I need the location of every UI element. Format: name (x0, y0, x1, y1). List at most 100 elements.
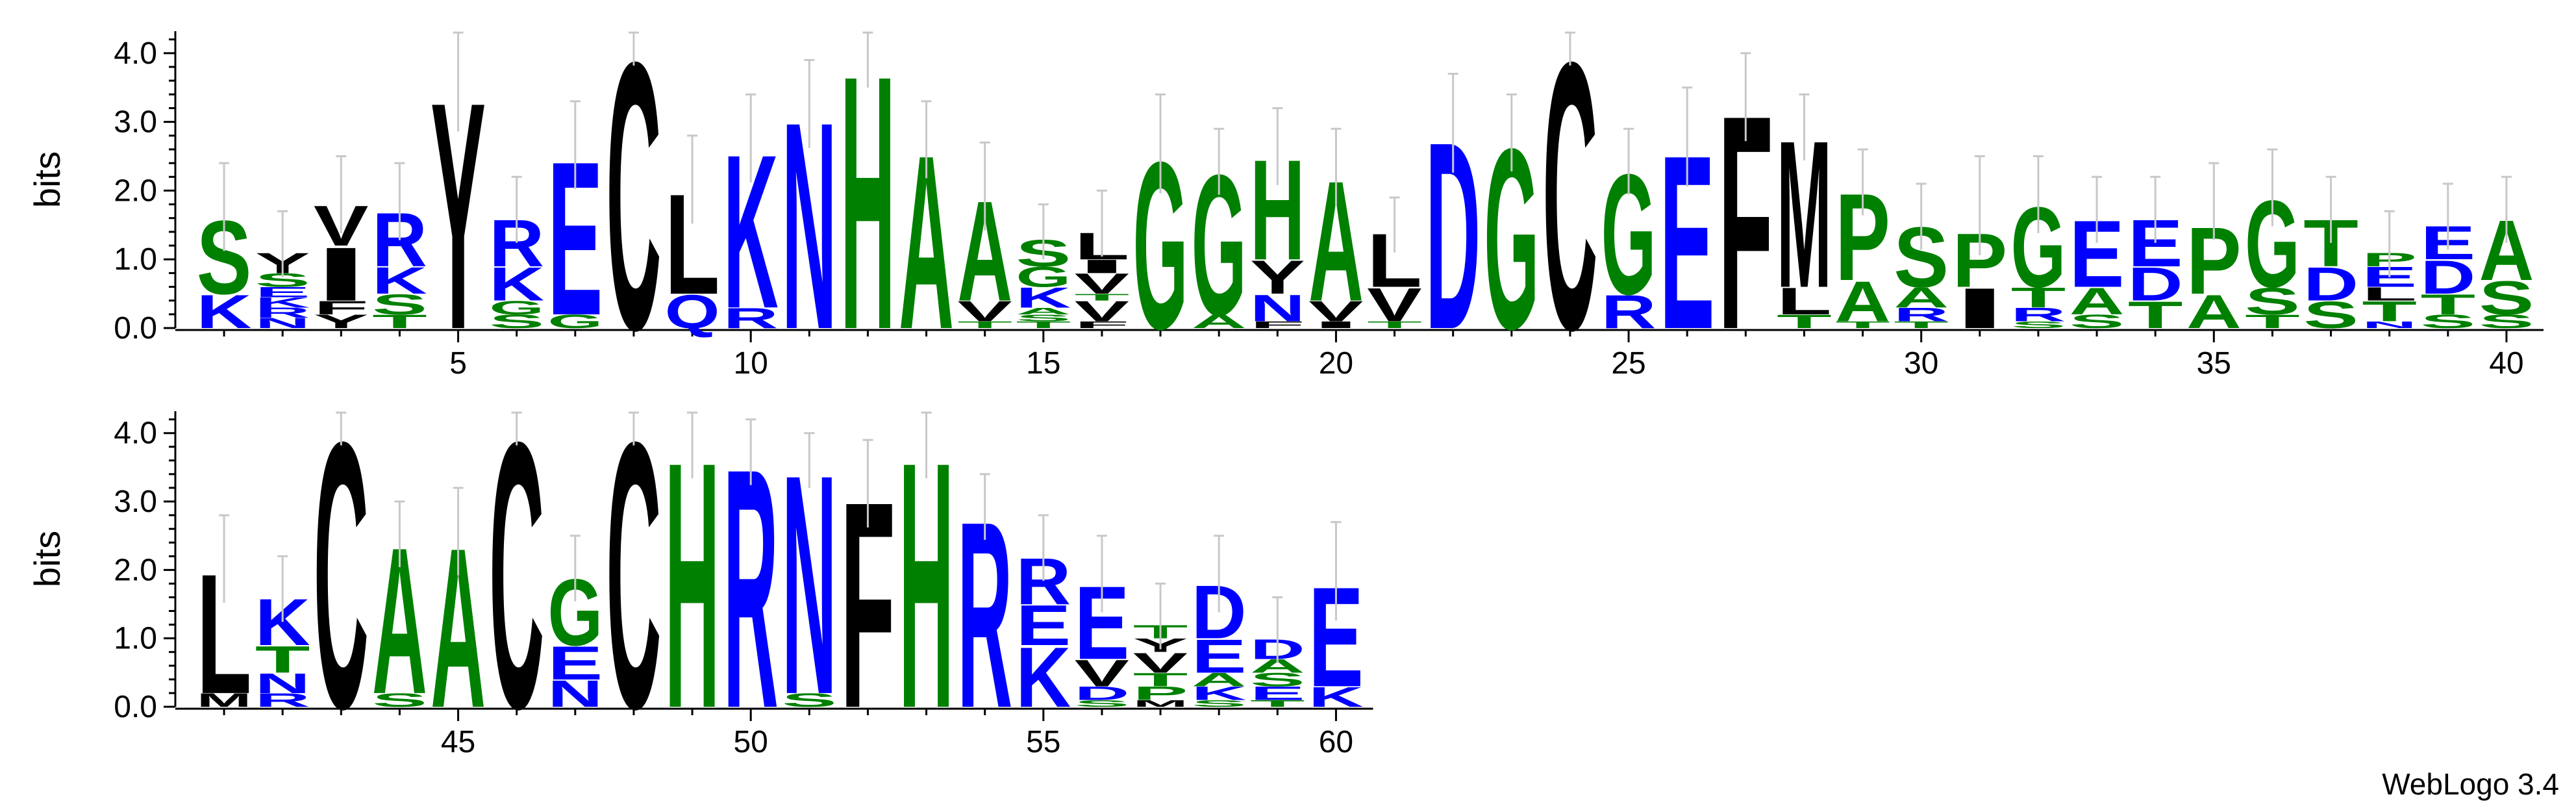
error-bar (687, 411, 698, 479)
y-tick-label: 1.0 (114, 622, 157, 656)
residue-T: T (2362, 296, 2417, 327)
error-bar (1974, 155, 1985, 255)
residue-T: T (2011, 281, 2066, 313)
error-bar (1682, 86, 1693, 187)
error-bar (862, 31, 873, 88)
logo-stack-31: IP (1952, 155, 2007, 340)
error-bar (1038, 203, 1049, 260)
residue-A: A (1192, 311, 1247, 333)
residue-V: V (1075, 652, 1130, 694)
logo-stack-29: TAP (1835, 148, 1890, 333)
residue-G: G (1016, 261, 1071, 293)
residue-V: V (1075, 268, 1129, 300)
y-tick-label: 4.0 (114, 36, 157, 71)
error-bar (511, 411, 522, 446)
logo-stack-21: TVL (1367, 196, 1422, 331)
residue-D: D (2303, 257, 2358, 311)
logo-stack-9: QL (665, 134, 719, 338)
error-bar (1389, 196, 1400, 253)
logo-stack-46: C (489, 364, 544, 788)
logo-stack-43: C (314, 364, 369, 788)
residue-M: M (1133, 698, 1188, 709)
error-bar (1214, 535, 1225, 613)
error-bar (277, 555, 288, 622)
residue-A: A (1016, 305, 1071, 316)
error-bar (745, 418, 757, 485)
error-bar (687, 134, 698, 224)
logo-stack-35: AP (2186, 162, 2242, 338)
logo-stack-11: N (782, 58, 837, 391)
logo-stack-48: C (606, 364, 662, 788)
logo-stack-13: A (899, 100, 954, 381)
error-bar (804, 58, 815, 148)
logo-stack-44: SA (372, 500, 427, 738)
y-axis-label: bits (27, 151, 68, 208)
residue-Y: Y (314, 311, 369, 333)
x-tick-label: 35 (2197, 346, 2231, 381)
error-bar (2208, 162, 2220, 240)
error-bar (453, 31, 464, 132)
error-bar (511, 175, 522, 243)
logo-stack-54: R (957, 466, 1012, 763)
error-bar (1623, 127, 1634, 195)
residue-T: T (2128, 294, 2183, 336)
error-bar (1155, 582, 1166, 650)
error-bar (1214, 127, 1225, 195)
residue-G: G (489, 297, 544, 318)
error-bar (921, 411, 932, 479)
residue-T: T (255, 639, 310, 681)
y-tick-label: 1.0 (114, 242, 157, 277)
logo-stack-14: TVA (957, 141, 1012, 331)
error-bar (628, 31, 639, 66)
residue-S: S (1192, 698, 1247, 709)
logo-stack-60: KE (1308, 521, 1364, 717)
residue-T: T (1075, 292, 1130, 302)
logo-stack-5: Y (431, 31, 486, 398)
logo-stack-18: AG (1192, 127, 1247, 358)
residue-L: L (2362, 283, 2417, 305)
error-bar (1799, 93, 1810, 160)
error-bar (2267, 148, 2278, 227)
error-bar (2325, 175, 2336, 243)
y-tick-label: 2.0 (114, 173, 157, 208)
logo-stack-12: H (840, 1, 895, 405)
logo-stack-7: GE (547, 100, 603, 362)
y-tick-label: 3.0 (114, 485, 157, 519)
residue-Y: Y (1250, 251, 1305, 304)
error-bar (394, 162, 405, 240)
residue-S: S (2303, 294, 2358, 336)
logo-stack-36: TSG (2245, 148, 2300, 332)
y-tick-label: 2.0 (114, 553, 157, 587)
error-bar (1564, 31, 1575, 66)
residue-R: R (255, 305, 310, 321)
residue-I: I (1952, 276, 2007, 340)
residue-K: K (197, 285, 252, 338)
error-bar (2501, 175, 2512, 243)
error-bar (394, 500, 405, 568)
residue-N: N (1250, 286, 1305, 329)
residue-V: V (1075, 296, 1129, 327)
residue-T: T (372, 311, 427, 333)
residue-N: N (255, 667, 310, 699)
error-bar (745, 93, 757, 183)
error-bar (1096, 535, 1107, 613)
error-bar (1740, 52, 1751, 142)
residue-P: P (1133, 683, 1188, 704)
residue-S: S (1250, 669, 1305, 691)
residue-V: V (957, 296, 1012, 327)
error-bar (2092, 175, 2103, 243)
error-bar (921, 100, 932, 179)
error-bar (219, 162, 230, 251)
residue-S: S (489, 311, 544, 333)
